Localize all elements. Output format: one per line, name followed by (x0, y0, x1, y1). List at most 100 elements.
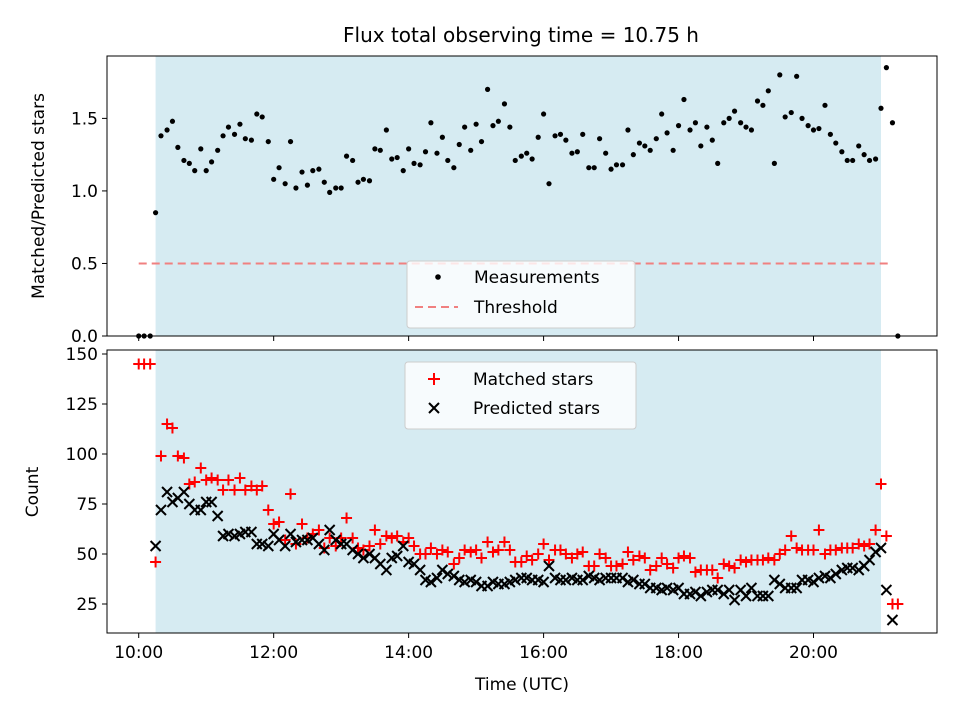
measurement-point (687, 127, 693, 133)
measurement-point (540, 111, 547, 117)
matched-star-point (189, 476, 201, 488)
matched-star-point (644, 564, 656, 576)
matched-star-point (425, 542, 437, 554)
matched-star-point (712, 572, 724, 584)
matched-star-point (656, 552, 668, 564)
measurement-point (293, 185, 299, 191)
matched-star-point (374, 538, 386, 550)
top-axes-frame (106, 55, 938, 337)
predicted-star-point (723, 584, 735, 596)
predicted-star-point (279, 540, 291, 552)
matched-star-point (212, 474, 224, 486)
predicted-star-point (543, 560, 555, 572)
measurement-point (709, 137, 715, 143)
matched-star-point (639, 552, 651, 564)
measurement-point (827, 131, 833, 137)
measurement-point (580, 131, 586, 137)
matched-star-point (347, 532, 359, 544)
predicted-star-point (414, 564, 426, 576)
predicted-star-point (318, 544, 330, 556)
matched-star-point (498, 536, 510, 548)
matched-star-point (369, 524, 381, 536)
measurement-point (360, 176, 367, 182)
measurement-point (850, 157, 856, 164)
measurement-point (215, 147, 221, 153)
x-tick-label: 20:00 (789, 643, 838, 663)
matched-stars-series (133, 358, 904, 610)
measurement-point (321, 179, 327, 185)
measurement-point (254, 111, 260, 117)
matched-star-point (459, 544, 471, 556)
measurement-point (259, 114, 265, 120)
top-panel: 0.0 0.5 1.0 1.5 Matched/Predicted stars Mea… (29, 55, 938, 347)
top-ylabel: Matched/Predicted stars (29, 93, 49, 299)
measurement-point (731, 108, 738, 114)
matched-star-point (313, 524, 325, 536)
measurement-point (164, 127, 170, 133)
matched-star-point (492, 544, 504, 556)
matched-star-point (391, 530, 403, 542)
y-tick-label: 0.0 (71, 327, 98, 347)
matched-star-point (538, 538, 550, 550)
matched-star-point (470, 544, 482, 556)
measurement-point (563, 137, 569, 143)
measurement-point (794, 73, 800, 79)
matched-star-point (779, 544, 791, 556)
measurement-point (389, 156, 395, 162)
matched-star-point (453, 552, 465, 564)
matched-star-point (476, 552, 488, 564)
x-tick-label: 10:00 (114, 643, 163, 663)
measurement-point (333, 185, 339, 191)
matched-star-point (436, 544, 448, 556)
measurement-point (276, 165, 282, 171)
measurement-point (675, 123, 682, 129)
matched-star-point (234, 472, 246, 484)
measurement-point (242, 136, 248, 142)
matched-star-point (150, 556, 162, 568)
legend-matched-marker (428, 373, 440, 385)
measurement-point (220, 133, 226, 139)
y-tick-label: 50 (76, 545, 98, 565)
matched-star-point (768, 554, 780, 566)
x-tick-label: 12:00 (249, 643, 298, 663)
y-tick-label: 1.0 (71, 182, 98, 202)
matched-star-point (813, 524, 825, 536)
measurement-point (529, 156, 535, 162)
matched-star-point (206, 472, 218, 484)
matched-star-point (386, 532, 398, 544)
predicted-star-point (425, 576, 437, 588)
measurement-point (653, 136, 659, 142)
predicted-stars-series (149, 486, 899, 626)
matched-star-point (296, 518, 308, 530)
matched-star-point (610, 560, 622, 572)
y-tick-label: 125 (66, 395, 98, 415)
measurement-point (181, 157, 187, 164)
measurement-point (456, 141, 462, 148)
measurement-point (833, 140, 839, 146)
measurement-point (366, 178, 373, 184)
measurement-point (203, 168, 209, 174)
measurement-point (608, 166, 614, 172)
measurement-point (748, 127, 755, 133)
measurement-point (647, 147, 653, 153)
predicted-star-point (149, 540, 162, 552)
matched-star-point (650, 560, 662, 572)
measurement-point (642, 143, 648, 149)
measurement-point (417, 162, 423, 168)
legend-measurements-marker (435, 274, 441, 280)
measurement-point (524, 150, 530, 156)
matched-star-point (341, 512, 353, 524)
predicted-star-point (245, 526, 258, 538)
matched-star-point (577, 546, 589, 558)
measurement-point (152, 210, 159, 216)
matched-star-point (791, 542, 803, 554)
measurement-point (208, 159, 215, 165)
bottom-panel: 10:00 12:00 14:00 16:00 18:00 20:00 25 50 75 100 1… (23, 345, 938, 695)
measurement-point (715, 160, 721, 166)
matched-star-point (172, 450, 184, 462)
matched-star-point (689, 566, 701, 578)
x-tick-label: 14:00 (384, 643, 433, 663)
measurement-point (810, 127, 817, 133)
predicted-star-point (830, 568, 842, 580)
